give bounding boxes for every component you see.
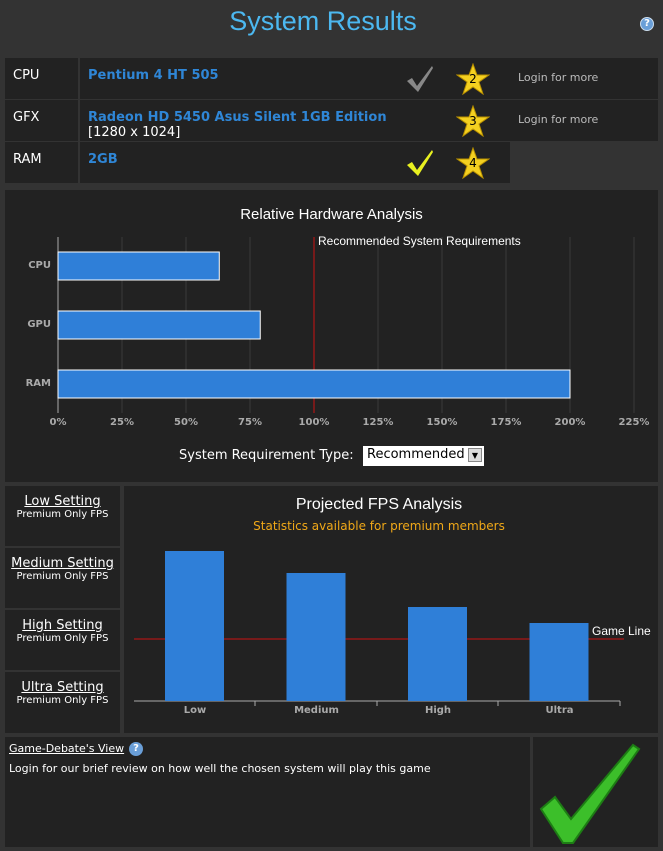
rating-cell: 2 [450,58,510,99]
chart-title: Relative Hardware Analysis [240,206,423,223]
setting-fps: Premium Only FPS [16,509,109,520]
hardware-chart [57,237,635,413]
setting-fps: Premium Only FPS [16,633,109,644]
resolution: [1280 x 1024] [88,125,181,140]
x-tick-label: 200% [554,417,586,428]
x-tick-label: 125% [362,417,394,428]
setting-link[interactable]: Medium Setting [11,556,114,571]
setting-link[interactable]: High Setting [22,618,103,633]
y-tick-label: GPU [27,319,51,330]
rating-cell: 4 [450,142,510,183]
question-icon[interactable]: ? [640,17,654,31]
x-tick-label: High [424,705,452,716]
bar-ram [57,369,571,399]
x-tick-label: 75% [238,417,262,428]
review-title[interactable]: Game-Debate's View [9,742,125,755]
game-line-label: Game Line [592,624,651,638]
hw-name-link[interactable]: 2GB [88,152,118,167]
y-tick-label: RAM [25,378,51,389]
question-icon[interactable]: ? [129,742,143,756]
rating-value: 3 [469,114,477,128]
x-tick-label: 0% [49,417,67,428]
hardware-analysis-panel: Relative Hardware Analysis 0% 25% 50% 75% 10… [5,190,658,482]
reference-label: Recommended System Requirements [318,234,521,248]
premium-notice: Statistics available for premium members [253,519,505,533]
setting-fps: Premium Only FPS [16,571,109,582]
review-text: Login for our brief review on how well t… [9,762,431,775]
login-link[interactable]: Login for more [510,100,658,141]
chevron-down-icon[interactable]: ▼ [468,448,482,462]
y-tick-label: CPU [28,260,51,271]
bar-low [165,551,224,701]
page-title: System Results [229,6,417,36]
hw-type: RAM [5,142,78,183]
x-tick-label: 175% [490,417,522,428]
star-icon: 4 [455,146,491,180]
rating-value: 4 [469,156,477,170]
green-check-icon [539,743,641,844]
review-panel: Game-Debate's View ? Login for our brief… [5,737,530,847]
setting-link[interactable]: Low Setting [24,494,101,509]
rating-cell: 3 [450,100,510,141]
hw-name-link[interactable]: Radeon HD 5450 Asus Silent 1GB Edition [88,110,387,125]
bar-medium [286,573,346,701]
setting-item: Medium Setting Premium Only FPS [5,548,120,608]
requirement-type-label: System Requirement Type: [179,448,354,463]
star-icon: 3 [455,104,491,138]
x-tick-label: 50% [174,417,198,428]
rating-value: 2 [469,72,477,86]
setting-item: Low Setting Premium Only FPS [5,486,120,546]
hw-type: GFX [5,100,78,141]
setting-item: Ultra Setting Premium Only FPS [5,672,120,733]
bar-cpu [57,251,220,281]
check-cell [395,100,450,141]
bar-high [408,607,467,701]
login-link[interactable]: Login for more [510,58,658,99]
hw-name-link[interactable]: Pentium 4 HT 505 [88,68,219,83]
checkmark-icon [407,66,433,92]
checkmark-icon [407,150,433,176]
fps-chart [134,551,624,706]
x-tick-label: 100% [298,417,330,428]
hw-name-cell: Radeon HD 5450 Asus Silent 1GB Edition [1… [80,100,395,141]
fps-analysis-panel: Projected FPS Analysis Statistics availa… [124,486,658,733]
bar-gpu [57,310,261,340]
hw-name-cell: 2GB [80,142,395,183]
setting-link[interactable]: Ultra Setting [21,680,104,695]
check-cell [395,142,450,183]
x-tick-label: Medium [294,705,339,716]
requirement-type-value: Recommended [367,447,465,462]
check-cell [395,58,450,99]
hw-name-cell: Pentium 4 HT 505 [80,58,395,99]
x-tick-label: Ultra [545,705,574,716]
x-tick-label: Low [183,705,207,716]
bar-ultra [529,623,589,701]
requirement-type-select[interactable]: Recommended ▼ [363,446,484,466]
x-tick-label: 25% [110,417,134,428]
x-tick-label: 150% [426,417,458,428]
verdict-panel [533,737,658,847]
star-icon: 2 [455,62,491,96]
setting-fps: Premium Only FPS [16,695,109,706]
x-tick-label: 225% [618,417,650,428]
hw-type: CPU [5,58,78,99]
chart-title: Projected FPS Analysis [295,496,463,513]
setting-item: High Setting Premium Only FPS [5,610,120,670]
